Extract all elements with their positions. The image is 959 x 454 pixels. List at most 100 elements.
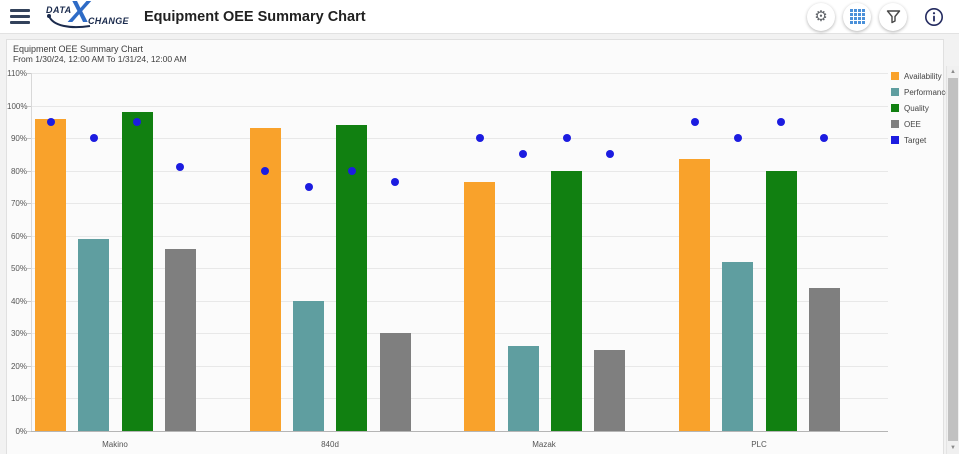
y-axis-label-100%: 100% [7,102,28,111]
gridline-110% [31,73,888,74]
target-dot-PLC-availability[interactable] [691,118,699,126]
legend-label-quality: Quality [904,103,929,113]
y-tick-40% [27,301,31,302]
bar-availability-PLC[interactable] [679,159,710,431]
legend-swatch-oee [891,120,899,128]
logo-text-x: X [69,0,90,29]
target-dot-Mazak-quality[interactable] [563,134,571,142]
bar-quality-PLC[interactable] [766,171,797,431]
y-axis-label-90%: 90% [10,134,27,143]
chart-card: Equipment OEE Summary Chart From 1/30/24… [6,39,950,454]
bar-performance-840d[interactable] [293,301,324,431]
hamburger-icon [10,9,30,12]
target-dot-Makino-availability[interactable] [47,118,55,126]
page-title: Equipment OEE Summary Chart [144,8,366,25]
oee-summary-chart: 0% 10% 20% 30% 40% 50% 60% 70% 80% 90% 100% 110% Mak… [7,40,943,454]
funnel-icon [886,10,900,24]
y-axis-label-20%: 20% [10,362,27,371]
target-dot-PLC-oee[interactable] [820,134,828,142]
bar-availability-840d[interactable] [250,128,281,431]
legend-label-oee: OEE [904,119,921,129]
bar-quality-840d[interactable] [336,125,367,431]
logo-text-data: DATA [46,5,72,15]
bar-performance-PLC[interactable] [722,262,753,431]
info-circle-icon [925,7,943,26]
y-tick-60% [27,236,31,237]
y-axis-label-50%: 50% [10,264,27,273]
logo-swoosh [47,14,91,29]
y-axis-label-10%: 10% [10,394,27,403]
y-tick-110% [27,73,31,74]
y-tick-90% [27,138,31,139]
legend-label-performance: Performance [904,87,950,97]
target-dot-Makino-quality[interactable] [133,118,141,126]
y-axis-line [31,73,32,431]
gridline-30% [31,333,888,334]
y-tick-50% [27,268,31,269]
bar-oee-PLC[interactable] [809,288,840,431]
scrollbar-thumb[interactable] [948,78,958,441]
vertical-scrollbar[interactable]: ▲ ▼ [946,66,959,454]
dataxchange-logo: DATA X CHANGE [44,0,130,32]
target-dot-PLC-quality[interactable] [777,118,785,126]
scrollbar-up-arrow-icon[interactable]: ▲ [950,69,956,75]
x-axis-line [31,431,888,432]
target-dot-Mazak-performance[interactable] [519,150,527,158]
legend-item-availability[interactable]: Availability [891,68,950,84]
gear-icon: ⚙ [814,8,828,25]
bar-availability-Mazak[interactable] [464,182,495,431]
y-axis-label-0%: 0% [15,427,27,436]
legend-item-performance[interactable]: Performance [891,84,950,100]
bar-quality-Makino[interactable] [122,112,153,431]
info-button[interactable] [919,2,949,32]
legend-swatch-availability [891,72,899,80]
gridline-80% [31,171,888,172]
legend-swatch-target [891,136,899,144]
app-header: DATA X CHANGE Equipment OEE Summary Char… [0,0,959,34]
gridline-40% [31,301,888,302]
y-axis-label-30%: 30% [10,329,27,338]
bar-oee-Mazak[interactable] [594,350,625,431]
target-dot-840d-quality[interactable] [348,167,356,175]
settings-button[interactable]: ⚙ [807,2,835,31]
y-tick-70% [27,203,31,204]
target-dot-Mazak-availability[interactable] [476,134,484,142]
legend-item-quality[interactable]: Quality [891,100,950,116]
x-axis-label-PLC: PLC [751,440,767,449]
legend-item-oee[interactable]: OEE [891,116,950,132]
legend-item-target[interactable]: Target [891,132,950,148]
hamburger-menu-button[interactable] [10,6,36,28]
bar-quality-Mazak[interactable] [551,171,582,431]
y-axis-label-70%: 70% [10,199,27,208]
gridline-10% [31,398,888,399]
gridline-70% [31,203,888,204]
y-tick-0% [27,431,31,432]
y-tick-30% [27,333,31,334]
bar-oee-Makino[interactable] [165,249,196,431]
logo-text-change: CHANGE [88,16,129,26]
target-dot-Makino-performance[interactable] [90,134,98,142]
target-dot-840d-oee[interactable] [391,178,399,186]
gridline-20% [31,366,888,367]
bar-oee-840d[interactable] [380,333,411,431]
target-dot-840d-performance[interactable] [305,183,313,191]
target-dot-840d-availability[interactable] [261,167,269,175]
chart-title: Equipment OEE Summary Chart [13,44,144,54]
y-tick-20% [27,366,31,367]
y-axis-label-80%: 80% [10,167,27,176]
bar-performance-Mazak[interactable] [508,346,539,431]
grid-view-button[interactable] [843,2,871,31]
scrollbar-down-arrow-icon[interactable]: ▼ [950,445,956,451]
legend-label-availability: Availability [904,71,942,81]
bar-availability-Makino[interactable] [35,119,66,431]
filter-button[interactable] [879,2,907,31]
gridline-60% [31,236,888,237]
target-dot-Mazak-oee[interactable] [606,150,614,158]
page-body: Equipment OEE Summary Chart From 1/30/24… [0,33,959,454]
target-dot-Makino-oee[interactable] [176,163,184,171]
target-dot-PLC-performance[interactable] [734,134,742,142]
bar-performance-Makino[interactable] [78,239,109,431]
x-axis-label-Makino: Makino [102,440,128,449]
grid-icon [849,9,865,24]
x-axis-label-840d: 840d [321,440,339,449]
